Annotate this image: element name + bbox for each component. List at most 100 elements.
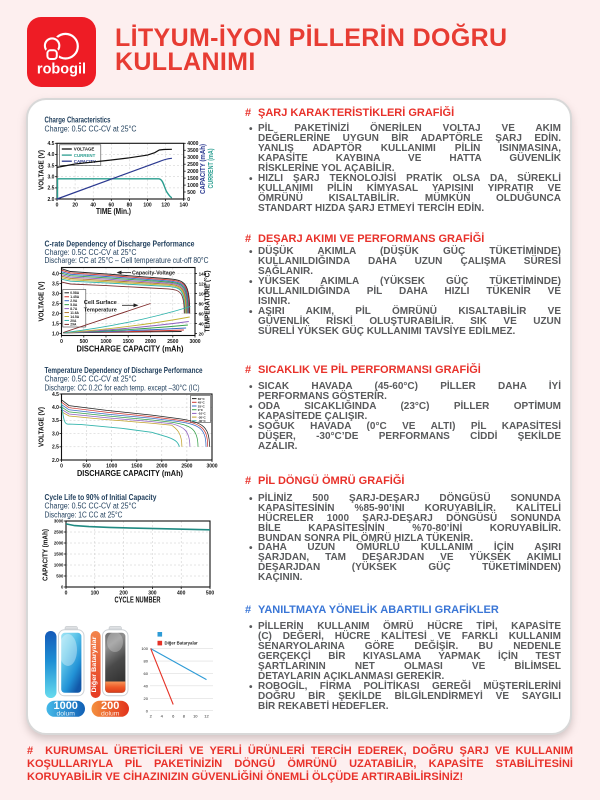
svg-text:4.0: 4.0 xyxy=(52,271,59,277)
svg-text:80: 80 xyxy=(127,202,133,208)
svg-text:Cycle Life to 90% of Initial C: Cycle Life to 90% of Initial Capacity xyxy=(45,492,157,502)
svg-text:1000: 1000 xyxy=(54,563,64,568)
svg-text:20A: 20A xyxy=(70,319,77,323)
svg-text:10: 10 xyxy=(193,713,198,718)
svg-text:4.0: 4.0 xyxy=(47,152,54,158)
svg-text:200: 200 xyxy=(101,700,119,712)
svg-text:20: 20 xyxy=(72,202,78,208)
svg-text:0: 0 xyxy=(187,197,190,203)
svg-text:3000: 3000 xyxy=(187,155,198,161)
svg-text:Diğer Bataryalar: Diğer Bataryalar xyxy=(165,641,199,646)
svg-text:12: 12 xyxy=(204,713,209,718)
svg-text:Cell Surface: Cell Surface xyxy=(84,300,117,306)
svg-text:2500: 2500 xyxy=(187,162,198,168)
svg-text:80: 80 xyxy=(199,301,205,306)
svg-text:500: 500 xyxy=(82,463,91,469)
svg-text:4000: 4000 xyxy=(187,141,198,147)
svg-text:500: 500 xyxy=(206,590,215,596)
svg-text:-10°C: -10°C xyxy=(198,412,207,416)
svg-text:500: 500 xyxy=(56,574,64,579)
svg-text:DISCHARGE CAPACITY (mAh): DISCHARGE CAPACITY (mAh) xyxy=(77,345,184,354)
svg-text:14.5A: 14.5A xyxy=(70,315,79,319)
svg-text:dolum: dolum xyxy=(56,710,75,717)
svg-text:0: 0 xyxy=(61,585,64,590)
svg-text:120: 120 xyxy=(161,202,170,208)
svg-text:CURRENT: CURRENT xyxy=(74,153,96,158)
svg-text:2500: 2500 xyxy=(181,463,192,469)
svg-text:CAPACITY (mAh): CAPACITY (mAh) xyxy=(42,529,49,581)
svg-text:VOLTAGE (V): VOLTAGE (V) xyxy=(39,150,46,190)
svg-text:60: 60 xyxy=(199,311,205,316)
svg-text:0.58A: 0.58A xyxy=(70,291,79,295)
svg-text:1500: 1500 xyxy=(187,176,198,182)
svg-text:60: 60 xyxy=(144,671,149,676)
svg-text:0: 0 xyxy=(65,590,68,596)
svg-text:0: 0 xyxy=(60,339,63,345)
svg-text:2.0: 2.0 xyxy=(47,197,54,203)
svg-text:1000: 1000 xyxy=(100,339,111,345)
svg-text:4.5: 4.5 xyxy=(52,392,59,398)
svg-text:25°C: 25°C xyxy=(198,404,206,408)
svg-text:CYCLE NUMBER: CYCLE NUMBER xyxy=(115,596,161,605)
svg-text:1000: 1000 xyxy=(187,183,198,189)
svg-text:3000: 3000 xyxy=(189,339,200,345)
svg-text:Capacity-Voltage: Capacity-Voltage xyxy=(132,271,175,277)
svg-text:140: 140 xyxy=(180,202,189,208)
svg-text:500: 500 xyxy=(80,339,89,345)
svg-text:Charge: 0.5C CC-CV at 25°C: Charge: 0.5C CC-CV at 25°C xyxy=(45,125,137,134)
svg-text:Temperature Dependency of Disc: Temperature Dependency of Discharge Perf… xyxy=(45,365,203,375)
svg-text:45°C: 45°C xyxy=(198,401,206,405)
svg-text:2.5: 2.5 xyxy=(52,301,59,307)
svg-text:3.0: 3.0 xyxy=(52,291,59,297)
svg-text:3000: 3000 xyxy=(54,519,64,524)
svg-text:VOLTAGE (V): VOLTAGE (V) xyxy=(39,282,46,322)
svg-text:60°C: 60°C xyxy=(198,397,206,401)
svg-text:3.5: 3.5 xyxy=(52,281,59,287)
svg-text:3500: 3500 xyxy=(187,148,198,154)
svg-text:140: 140 xyxy=(199,271,207,276)
svg-text:Charge: 0.5C CC-CV at 25°C: Charge: 0.5C CC-CV at 25°C xyxy=(45,248,137,257)
svg-text:3000: 3000 xyxy=(206,463,217,469)
svg-text:1500: 1500 xyxy=(131,463,142,469)
svg-text:1.45A: 1.45A xyxy=(70,295,79,299)
svg-text:2.5: 2.5 xyxy=(47,186,54,192)
svg-text:Charge Characteristics: Charge Characteristics xyxy=(45,115,111,125)
svg-text:1000: 1000 xyxy=(53,700,77,712)
svg-text:8.7A: 8.7A xyxy=(70,307,78,311)
svg-text:0°C: 0°C xyxy=(198,408,204,412)
svg-text:1.5: 1.5 xyxy=(52,321,59,327)
svg-text:3.5: 3.5 xyxy=(52,418,59,424)
svg-text:3.0: 3.0 xyxy=(52,431,59,437)
svg-text:40: 40 xyxy=(144,683,149,688)
svg-text:120: 120 xyxy=(199,281,207,286)
svg-text:4.5: 4.5 xyxy=(47,141,54,147)
svg-text:2.5: 2.5 xyxy=(52,445,59,451)
svg-text:TEMPERATURE (°C): TEMPERATURE (°C) xyxy=(204,271,212,333)
svg-text:400: 400 xyxy=(177,590,186,596)
svg-text:VOLTAGE: VOLTAGE xyxy=(74,147,95,152)
svg-text:TIME (Min.): TIME (Min.) xyxy=(96,207,131,216)
svg-text:0: 0 xyxy=(146,708,149,713)
svg-text:-30°C: -30°C xyxy=(198,419,207,423)
svg-text:2.9A: 2.9A xyxy=(70,299,78,303)
svg-text:29A: 29A xyxy=(70,323,77,327)
svg-text:Discharge: CC 0.2C for each te: Discharge: CC 0.2C for each temp. except… xyxy=(45,383,200,392)
svg-text:2500: 2500 xyxy=(167,339,178,345)
svg-text:500: 500 xyxy=(187,190,196,196)
svg-text:2000: 2000 xyxy=(187,169,198,175)
svg-text:100: 100 xyxy=(91,590,100,596)
svg-text:dolum: dolum xyxy=(101,710,120,717)
svg-text:5.8A: 5.8A xyxy=(70,303,78,307)
svg-text:80: 80 xyxy=(144,659,149,664)
svg-text:200: 200 xyxy=(119,590,128,596)
svg-text:2000: 2000 xyxy=(145,339,156,345)
svg-text:300: 300 xyxy=(148,590,157,596)
svg-text:2.0: 2.0 xyxy=(52,458,59,464)
svg-text:1000: 1000 xyxy=(106,463,117,469)
svg-text:4.0: 4.0 xyxy=(52,405,59,411)
svg-text:VOLTAGE (V): VOLTAGE (V) xyxy=(39,407,46,447)
svg-text:robogil: robogil xyxy=(37,62,86,78)
svg-text:2.0: 2.0 xyxy=(52,311,59,317)
svg-text:11.6A: 11.6A xyxy=(70,311,79,315)
svg-text:40: 40 xyxy=(90,202,96,208)
